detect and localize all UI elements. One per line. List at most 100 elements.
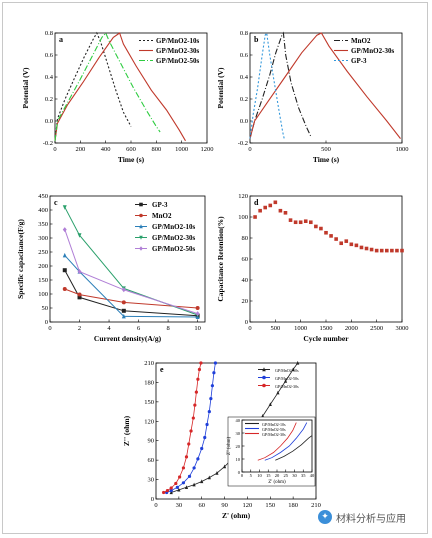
data-point — [209, 397, 213, 401]
legend-label: GP-3 — [351, 57, 367, 65]
data-point — [169, 490, 173, 495]
data-point — [162, 490, 166, 495]
data-point — [187, 442, 191, 446]
y-tick-label: 80 — [242, 235, 249, 242]
data-point — [139, 202, 143, 207]
data-point — [385, 248, 389, 253]
data-point — [400, 248, 404, 253]
data-point — [364, 246, 369, 251]
data-point — [359, 245, 364, 250]
legend-label: GP/MnO2-50s — [152, 245, 195, 253]
data-point — [62, 252, 67, 258]
data-point — [329, 234, 333, 238]
data-point — [207, 409, 211, 414]
data-point — [390, 248, 394, 253]
data-point — [139, 224, 143, 229]
chat-bubble-icon: ✦ — [318, 510, 332, 524]
x-tick-label: 0 — [248, 325, 251, 332]
data-point — [77, 269, 82, 275]
data-point — [62, 205, 67, 210]
panel-label: d — [254, 198, 259, 207]
data-point — [139, 213, 143, 218]
data-point — [177, 487, 181, 492]
y-tick-label: 450 — [38, 193, 48, 200]
x-tick-label: 4 — [107, 325, 111, 332]
data-point — [196, 377, 200, 381]
x-tick-label: 20 — [275, 473, 280, 478]
data-point — [193, 403, 197, 407]
y-tick-label: 300 — [38, 235, 48, 242]
y-tick-label: 0 — [245, 319, 248, 326]
data-point — [263, 205, 267, 210]
data-point — [192, 466, 196, 470]
y-tick-label: 0.4 — [45, 74, 54, 81]
x-axis-label: Z' (ohm) — [268, 480, 286, 485]
data-point — [207, 475, 211, 480]
y-tick-label: 210 — [144, 360, 154, 367]
inset-series-line — [257, 422, 297, 461]
data-point — [62, 286, 67, 291]
data-point — [339, 241, 343, 246]
x-tick-label: 0 — [248, 146, 251, 153]
data-point — [319, 226, 323, 231]
data-point — [283, 379, 288, 383]
data-point — [181, 481, 186, 485]
x-axis-label: Time (s) — [313, 155, 340, 164]
data-point — [121, 313, 126, 319]
data-point — [77, 295, 82, 300]
legend-label: GP/MnO2-10s — [156, 37, 199, 45]
y-axis-label: Z'' (ohm) — [122, 415, 131, 446]
y-tick-label: 40 — [242, 277, 249, 284]
data-point — [253, 215, 257, 219]
y-tick-label: 400 — [38, 207, 48, 214]
legend-label: GP/MnO2-10s — [275, 368, 299, 373]
series-line — [64, 288, 198, 309]
data-point — [276, 390, 280, 395]
data-point — [293, 220, 298, 225]
legend-label: GP/MnO2-30s — [275, 384, 299, 389]
x-tick-label: 400 — [101, 146, 111, 153]
data-point — [169, 488, 173, 493]
data-point — [62, 227, 67, 233]
data-point — [174, 481, 178, 486]
x-tick-label: 5 — [250, 473, 253, 478]
series-line — [54, 32, 186, 142]
panel-b: 0 500 1000 -0.2 0.0 0.2 0.4 0.6 0.8 Time (s) Poten… — [216, 30, 409, 164]
data-point — [195, 306, 200, 310]
y-tick-label: 0.0 — [240, 118, 248, 125]
data-point — [197, 367, 202, 372]
panel-e: 0 30 60 90 120 150 180 2100306090120150180210Z'… — [122, 360, 321, 520]
plot-frame — [155, 362, 317, 500]
y-tick-label: 40 — [236, 418, 241, 423]
x-tick-label: 200 — [75, 146, 85, 153]
panel-c: 0 2 4 6 8 10050100150200250300350400450Curren… — [16, 193, 206, 343]
data-point — [278, 208, 283, 213]
y-tick-label: 30 — [148, 477, 155, 484]
data-point — [369, 247, 374, 252]
x-tick-label: 1200 — [201, 146, 214, 153]
y-tick-label: 0.8 — [45, 30, 53, 37]
panel-a: 0 200 400 600 800 1000 1200 -0.2 0.0 0.2 0.4 0.6 0.8… — [21, 30, 214, 164]
x-tick-label: 1000 — [294, 325, 307, 332]
y-tick-label: 150 — [144, 399, 154, 406]
data-point — [262, 383, 266, 388]
data-point — [379, 248, 384, 253]
data-point — [296, 360, 300, 365]
data-point — [195, 311, 200, 317]
data-point — [121, 300, 126, 305]
legend-label: MnO2 — [152, 212, 172, 220]
x-tick-label: 0 — [53, 146, 56, 153]
plot-frame — [49, 195, 206, 323]
data-point — [192, 482, 196, 487]
x-tick-label: 500 — [321, 146, 331, 153]
series-line — [64, 229, 198, 315]
x-tick-label: 0 — [154, 502, 157, 509]
legend-label: GP/MnO2-10s — [262, 422, 286, 427]
series-line — [249, 31, 285, 139]
x-tick-label: 8 — [166, 325, 169, 332]
y-tick-label: 180 — [144, 379, 154, 386]
data-point — [262, 375, 266, 380]
data-point — [288, 218, 293, 222]
data-point — [194, 390, 198, 394]
